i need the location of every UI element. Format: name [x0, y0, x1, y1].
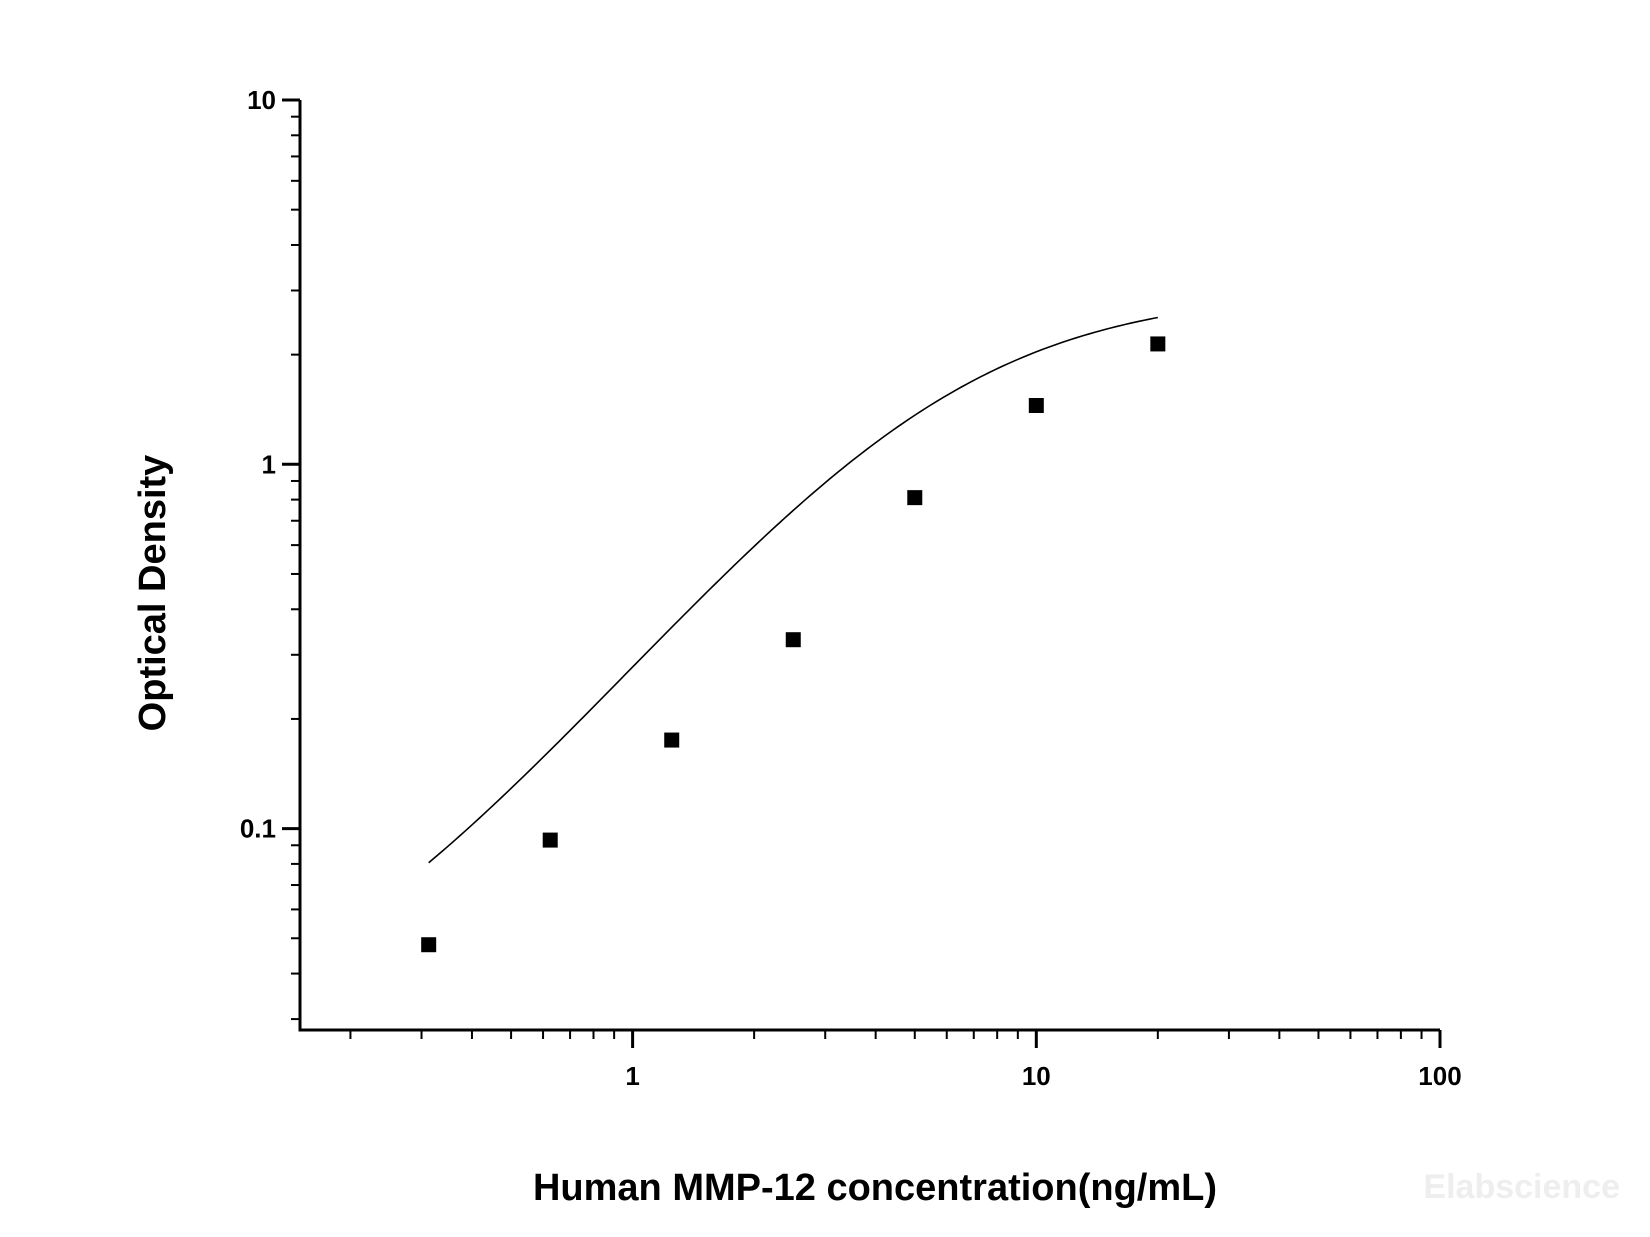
data-point	[1028, 398, 1044, 414]
y-tick-label: 1	[262, 449, 276, 479]
data-point	[785, 632, 801, 648]
fit-curve	[428, 316, 1158, 864]
tick-labels: 0.1 1 10 1 10 100	[240, 85, 1462, 1091]
data-point	[542, 832, 558, 848]
x-tick-label: 1	[625, 1061, 639, 1091]
x-axis-major-ticks	[631, 1030, 1442, 1048]
data-point	[1150, 336, 1166, 352]
y-tick-label: 0.1	[240, 814, 276, 844]
data-point	[907, 490, 923, 506]
y-tick-label: 10	[247, 85, 276, 115]
y-axis-title: Optical Density	[132, 455, 174, 732]
x-tick-label: 10	[1022, 1061, 1051, 1091]
watermark-logo: Elabscience	[1423, 1168, 1620, 1206]
data-points	[421, 336, 1166, 953]
x-axis-title: Human MMP-12 concentration(ng/mL)	[533, 1167, 1217, 1209]
data-point	[421, 937, 437, 953]
x-tick-label: 100	[1418, 1061, 1461, 1091]
data-point	[664, 732, 680, 748]
y-axis-major-ticks	[282, 98, 300, 831]
